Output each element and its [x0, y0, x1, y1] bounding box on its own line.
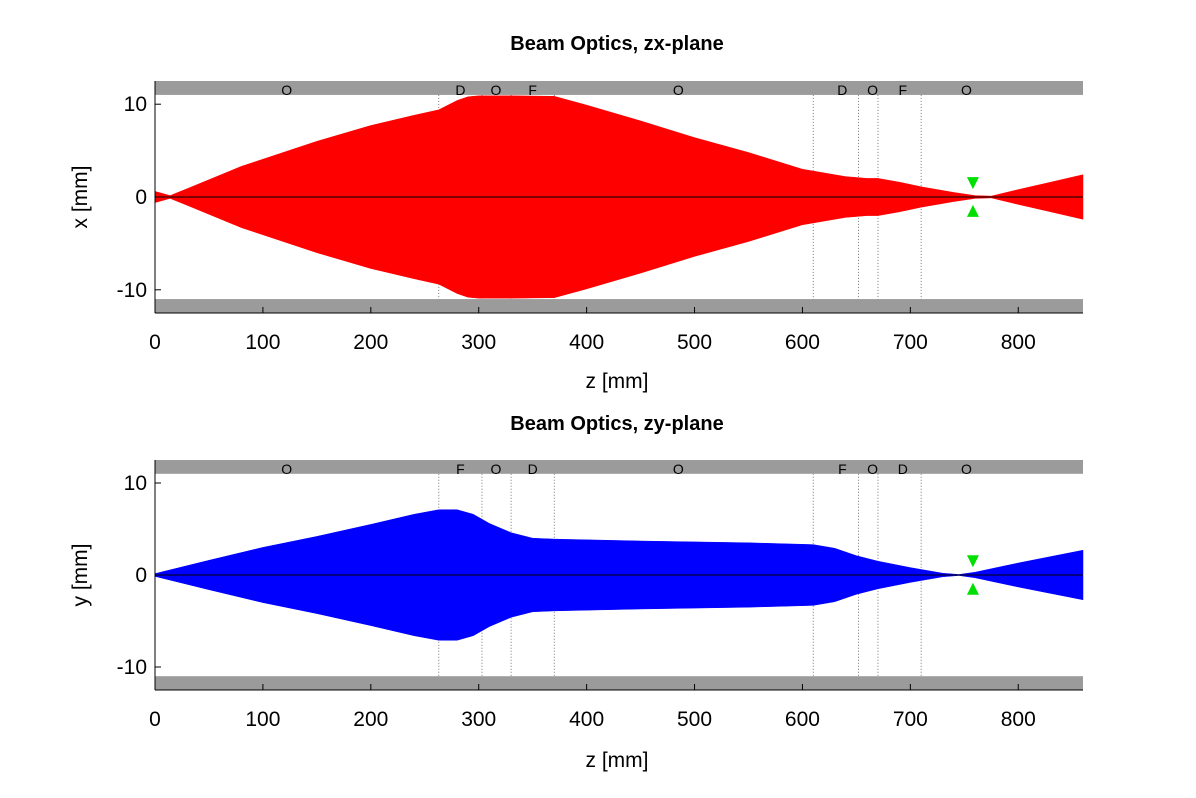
- chart-title: Beam Optics, zx-plane: [510, 33, 723, 55]
- element-label: O: [673, 461, 684, 477]
- aperture-band-top: [155, 81, 1083, 95]
- element-label: F: [456, 461, 465, 477]
- element-label: O: [867, 461, 878, 477]
- element-label: O: [281, 82, 292, 98]
- y-tick-label: 10: [124, 93, 147, 116]
- y-axis-label: y [mm]: [69, 544, 92, 607]
- focus-marker-top: [966, 177, 979, 190]
- focus-marker-top: [966, 555, 979, 568]
- aperture-band-bottom: [155, 299, 1083, 313]
- element-label: O: [961, 82, 972, 98]
- y-tick-label: -10: [117, 279, 147, 302]
- element-label: D: [898, 461, 908, 477]
- x-tick-label: 100: [245, 708, 280, 731]
- x-tick-label: 400: [569, 331, 604, 354]
- element-label: D: [455, 82, 465, 98]
- focus-marker-bottom: [966, 204, 979, 217]
- element-label: F: [899, 82, 908, 98]
- y-axis-label: x [mm]: [69, 166, 92, 229]
- x-tick-label: 700: [893, 708, 928, 731]
- y-tick-label: 10: [124, 472, 147, 495]
- x-tick-label: 200: [353, 331, 388, 354]
- x-tick-label: 200: [353, 708, 388, 731]
- element-label: O: [491, 461, 502, 477]
- element-label: O: [491, 82, 502, 98]
- x-tick-label: 600: [785, 708, 820, 731]
- aperture-band-top: [155, 460, 1083, 474]
- x-tick-label: 700: [893, 331, 928, 354]
- x-tick-label: 0: [149, 331, 161, 354]
- x-tick-label: 500: [677, 331, 712, 354]
- x-tick-label: 400: [569, 708, 604, 731]
- x-tick-label: 300: [461, 708, 496, 731]
- element-label: D: [528, 461, 538, 477]
- x-tick-label: 300: [461, 331, 496, 354]
- x-axis-label: z [mm]: [586, 749, 649, 772]
- element-label: F: [528, 82, 537, 98]
- element-label: D: [837, 82, 847, 98]
- element-label: F: [838, 461, 847, 477]
- x-tick-label: 500: [677, 708, 712, 731]
- aperture-band-bottom: [155, 676, 1083, 690]
- element-label: O: [867, 82, 878, 98]
- x-tick-label: 800: [1001, 708, 1036, 731]
- x-axis-label: z [mm]: [586, 370, 649, 393]
- x-tick-label: 800: [1001, 331, 1036, 354]
- focus-marker-bottom: [966, 582, 979, 595]
- y-tick-label: -10: [117, 656, 147, 679]
- chart-title: Beam Optics, zy-plane: [510, 413, 723, 435]
- y-tick-label: 0: [135, 186, 147, 209]
- element-label: O: [961, 461, 972, 477]
- element-label: O: [281, 461, 292, 477]
- element-label: O: [673, 82, 684, 98]
- x-tick-label: 100: [245, 331, 280, 354]
- x-tick-label: 0: [149, 708, 161, 731]
- y-tick-label: 0: [135, 564, 147, 587]
- x-tick-label: 600: [785, 331, 820, 354]
